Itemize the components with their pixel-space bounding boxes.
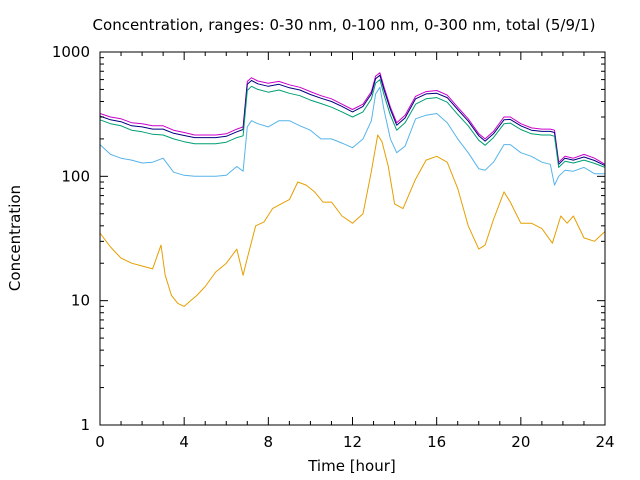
series-line-1	[99, 72, 606, 165]
series-line-2	[99, 74, 606, 167]
x-tick-label: 24	[595, 433, 614, 451]
x-axis-label: Time [hour]	[307, 457, 396, 475]
y-axis-label: Concentration	[6, 185, 24, 291]
x-tick-label: 0	[95, 433, 105, 451]
series-line-5	[99, 134, 606, 307]
plot-frame	[99, 51, 606, 426]
x-tick-label: 20	[511, 433, 530, 451]
y-tick-label: 1	[80, 416, 90, 434]
series-line-4	[99, 86, 605, 186]
y-tick-label: 100	[61, 167, 90, 185]
chart-title: Concentration, ranges: 0-30 nm, 0-100 nm…	[93, 16, 596, 34]
y-tick-label: 10	[71, 292, 90, 310]
x-tick-label: 8	[264, 433, 274, 451]
x-tick-label: 16	[427, 433, 446, 451]
axes-layer: 0 4 8 12 16 20 24 1 10 100 1000	[52, 43, 615, 451]
series-line-3	[99, 79, 606, 168]
series-layer	[99, 72, 606, 307]
x-tick-label: 4	[179, 433, 189, 451]
y-tick-label: 1000	[52, 43, 90, 61]
x-tick-label: 12	[343, 433, 362, 451]
